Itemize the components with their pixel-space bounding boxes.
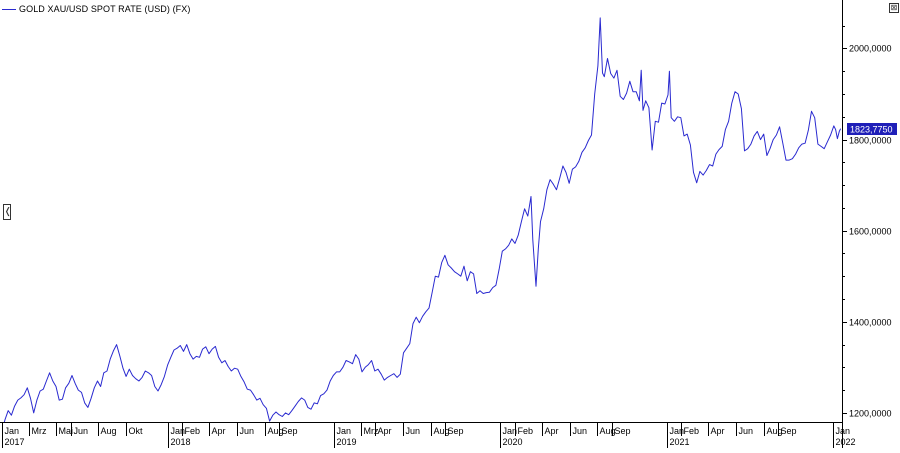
y-tick-label: 1600,0000 — [849, 227, 892, 237]
x-tick-label: Jun — [240, 426, 255, 436]
collapse-panel-icon[interactable]: ❬ — [3, 204, 12, 220]
x-tick-label: Feb — [518, 426, 534, 436]
y-tick-label: 1800,0000 — [849, 136, 892, 146]
x-tick-label: Jan — [503, 426, 518, 436]
y-tick-label: 1400,0000 — [849, 318, 892, 328]
x-tick-label: Apr — [711, 426, 725, 436]
x-year-label: 2017 — [5, 437, 25, 447]
x-tick-label: Mrz — [364, 426, 379, 436]
x-year-label: 2022 — [836, 437, 856, 447]
x-tick-label: Jun — [739, 426, 754, 436]
x-tick-label: Okt — [129, 426, 144, 436]
legend: GOLD XAU/USD SPOT RATE (USD) (FX) — [2, 3, 190, 15]
x-tick-label: Aug — [767, 426, 783, 436]
x-tick-label: Aug — [268, 426, 284, 436]
x-tick-label: Aug — [600, 426, 616, 436]
x-tick-label: Aug — [101, 426, 117, 436]
x-tick-label: Apr — [545, 426, 559, 436]
x-tick-label: Mai — [59, 426, 74, 436]
y-tick-label: 1200,0000 — [849, 409, 892, 419]
x-tick-label: Sep — [781, 426, 797, 436]
last-value-label: 1823,7750 — [850, 125, 893, 135]
y-tick-label: 2000,0000 — [849, 44, 892, 54]
x-tick-label: Feb — [185, 426, 201, 436]
x-tick-label: Mrz — [32, 426, 47, 436]
x-tick-label: Apr — [212, 426, 226, 436]
x-tick-label: Sep — [448, 426, 464, 436]
x-tick-label: Jan — [5, 426, 20, 436]
x-tick-label: Feb — [684, 426, 700, 436]
x-tick-label: Sep — [615, 426, 631, 436]
x-tick-label: Apr — [378, 426, 392, 436]
last-value-badge — [847, 123, 897, 135]
x-tick-label: Jan — [670, 426, 685, 436]
x-tick-label: Jun — [573, 426, 588, 436]
x-year-label: 2020 — [503, 437, 523, 447]
series-line-0 — [3, 17, 842, 422]
plot-area — [3, 17, 842, 422]
legend-label: GOLD XAU/USD SPOT RATE (USD) (FX) — [19, 4, 191, 14]
y-axis: 1200,0000 1400,0000 1600,0000 1800,0000 2000… — [842, 0, 897, 448]
x-year-label: 2018 — [171, 437, 191, 447]
x-tick-label: Aug — [434, 426, 450, 436]
legend-swatch — [2, 8, 16, 10]
x-tick-label: Jan — [836, 426, 851, 436]
x-tick-label: Sep — [282, 426, 298, 436]
x-year-label: 2019 — [337, 437, 357, 447]
x-tick-label: Jun — [74, 426, 89, 436]
x-tick-label: Jun — [406, 426, 421, 436]
x-tick-label: Jan — [337, 426, 352, 436]
x-year-label: 2021 — [670, 437, 690, 447]
close-icon[interactable]: ⊠ — [889, 3, 899, 13]
x-tick-label: Jan — [171, 426, 186, 436]
